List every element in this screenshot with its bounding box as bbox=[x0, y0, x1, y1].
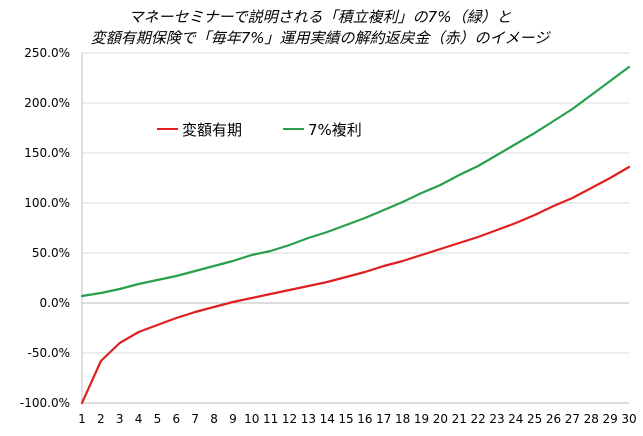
y-tick-label: 150.0% bbox=[24, 146, 70, 160]
x-tick-label: 23 bbox=[489, 412, 504, 426]
gridlines bbox=[82, 52, 629, 404]
y-axis: -100.0% -50.0% 0.0% 50.0% 100.0% 150.0% 200.0%… bbox=[20, 46, 83, 410]
x-tick-label: 28 bbox=[584, 412, 599, 426]
x-tick-label: 20 bbox=[433, 412, 448, 426]
x-tick-label: 4 bbox=[135, 412, 143, 426]
y-tick-label: 0.0% bbox=[40, 296, 71, 310]
x-tick-label: 16 bbox=[357, 412, 372, 426]
x-tick-label: 1 bbox=[78, 412, 86, 426]
legend-label-series-1: 7%複利 bbox=[308, 121, 362, 139]
y-tick-label: 50.0% bbox=[32, 246, 70, 260]
x-tick-label: 19 bbox=[414, 412, 429, 426]
x-tick-label: 9 bbox=[229, 412, 237, 426]
x-tick-label: 2 bbox=[97, 412, 105, 426]
x-axis: 1 2 3 4 5 6 7 8 9 10 11 12 13 14 15 16 17 18 19 20 21 22 23 24 2… bbox=[78, 402, 637, 426]
x-tick-label: 3 bbox=[116, 412, 124, 426]
series-line-1 bbox=[80, 65, 631, 298]
x-tick-label: 10 bbox=[244, 412, 259, 426]
x-tick-label: 13 bbox=[301, 412, 316, 426]
x-tick-label: 24 bbox=[508, 412, 523, 426]
x-tick-label: 17 bbox=[376, 412, 391, 426]
x-tick-label: 6 bbox=[172, 412, 180, 426]
legend: 変額有期 7%複利 bbox=[157, 121, 362, 139]
x-tick-label: 22 bbox=[470, 412, 485, 426]
x-tick-label: 8 bbox=[210, 412, 218, 426]
plot-area bbox=[80, 65, 631, 405]
chart-title-line-2: 変額有期保険で「毎年7%」運用実績の解約返戻金（赤）のイメージ bbox=[91, 29, 551, 47]
x-tick-label: 14 bbox=[320, 412, 335, 426]
chart-title: マネーセミナーで説明される「積立複利」の7%（緑）と 変額有期保険で「毎年7%」… bbox=[91, 8, 551, 47]
y-tick-label: -100.0% bbox=[20, 396, 70, 410]
x-tick-label: 27 bbox=[565, 412, 580, 426]
y-tick-label: 250.0% bbox=[24, 46, 70, 60]
y-tick-label: 100.0% bbox=[24, 196, 70, 210]
x-tick-label: 30 bbox=[621, 412, 636, 426]
x-tick-label: 7 bbox=[191, 412, 199, 426]
x-tick-label: 25 bbox=[527, 412, 542, 426]
x-tick-label: 5 bbox=[154, 412, 162, 426]
x-tick-label: 15 bbox=[338, 412, 353, 426]
x-tick-label: 29 bbox=[602, 412, 617, 426]
x-tick-label: 26 bbox=[546, 412, 561, 426]
y-tick-label: -50.0% bbox=[28, 346, 70, 360]
legend-label-series-0: 変額有期 bbox=[182, 121, 242, 139]
x-tick-label: 12 bbox=[282, 412, 297, 426]
y-tick-label: 200.0% bbox=[24, 96, 70, 110]
x-tick-label: 18 bbox=[395, 412, 410, 426]
chart-title-line-1: マネーセミナーで説明される「積立複利」の7%（緑）と bbox=[129, 8, 512, 26]
x-tick-label: 21 bbox=[452, 412, 467, 426]
x-tick-label: 11 bbox=[263, 412, 278, 426]
series-line-0 bbox=[80, 165, 631, 405]
